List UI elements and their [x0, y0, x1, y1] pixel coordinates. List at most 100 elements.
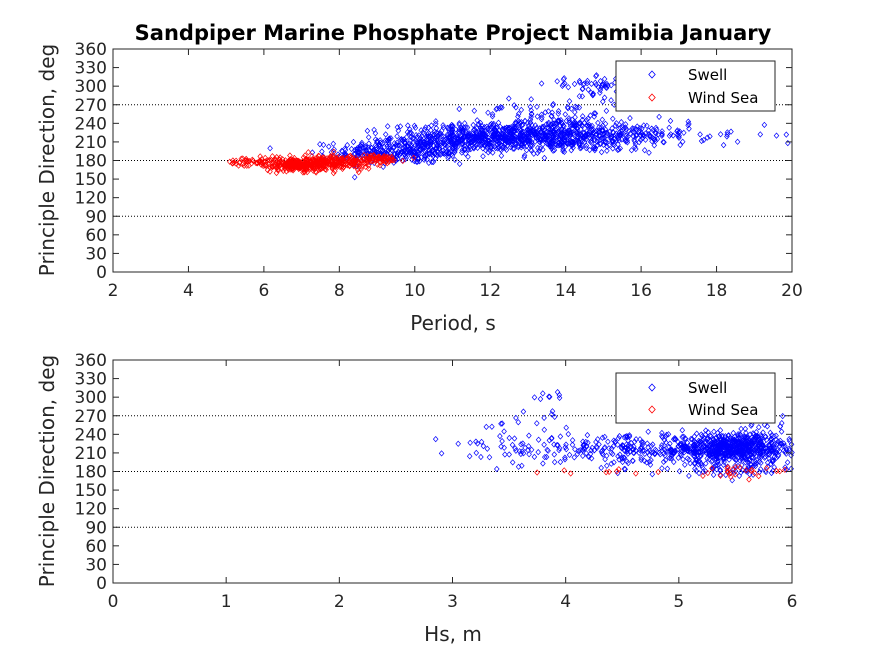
data-point-swell [519, 121, 525, 129]
data-point-swell [317, 141, 323, 148]
data-point-swell [615, 469, 621, 477]
data-point-swell [656, 113, 662, 121]
x-tick-label: 16 [630, 281, 652, 301]
data-point-swell [478, 132, 484, 140]
data-point-swell [747, 456, 753, 464]
data-point-swell [350, 138, 357, 146]
data-point-wind-sea [358, 157, 365, 165]
data-point-swell [585, 86, 592, 93]
data-point-wind-sea [347, 152, 354, 159]
data-point-swell [704, 134, 711, 141]
data-point-swell [700, 468, 706, 476]
data-point-swell [396, 141, 402, 149]
x-tick-label: 2 [108, 281, 119, 301]
data-point-swell [676, 132, 682, 139]
data-point-swell [553, 125, 560, 132]
data-point-swell [633, 145, 639, 153]
data-point-swell [598, 148, 605, 156]
data-point-swell [429, 147, 435, 154]
data-point-wind-sea [287, 152, 293, 159]
data-point-swell [559, 82, 566, 90]
data-point-wind-sea [737, 464, 743, 471]
data-point-swell [438, 450, 445, 457]
data-point-wind-sea [316, 166, 322, 174]
data-point-swell [522, 139, 529, 147]
data-point-swell [512, 141, 519, 148]
data-point-swell [602, 120, 609, 127]
data-point-swell [782, 448, 789, 455]
data-point-swell [408, 134, 414, 141]
data-point-wind-sea [230, 157, 236, 164]
data-point-swell [455, 440, 461, 447]
data-point-swell [526, 451, 532, 458]
data-point-swell [587, 112, 594, 119]
data-point-wind-sea [361, 151, 367, 159]
ticks: 2 4 6 8 10 12 14 16 18 20 030609012015018021024027… [75, 40, 803, 301]
data-point-swell [593, 72, 600, 79]
data-point-swell [620, 442, 626, 450]
data-point-swell [596, 441, 602, 448]
data-point-swell [566, 127, 573, 135]
data-point-swell [536, 147, 542, 155]
data-point-wind-sea [313, 157, 320, 164]
data-point-swell [602, 444, 608, 451]
data-point-swell [714, 451, 721, 459]
data-point-swell [572, 103, 578, 110]
data-point-swell [611, 459, 617, 466]
data-point-swell [498, 152, 505, 159]
data-point-swell [517, 130, 524, 137]
data-point-swell [703, 460, 709, 467]
data-point-swell [600, 131, 607, 138]
data-point-swell [463, 124, 469, 131]
data-point-swell [535, 448, 541, 456]
data-point-swell [750, 440, 757, 447]
data-point-swell [459, 141, 465, 148]
data-point-swell [597, 140, 603, 148]
data-point-swell [601, 94, 608, 101]
x-tick-label: 6 [787, 592, 798, 612]
data-point-swell [566, 115, 572, 122]
y-tick-label: 240 [75, 425, 107, 445]
data-point-swell [679, 433, 685, 441]
data-point-swell [524, 119, 531, 127]
data-point-swell [737, 442, 743, 449]
data-point-swell [689, 436, 695, 443]
data-point-wind-sea [262, 162, 268, 169]
data-point-swell [757, 466, 764, 473]
data-point-swell [777, 440, 783, 447]
data-point-swell [591, 110, 598, 117]
data-point-swell [542, 130, 549, 138]
data-point-swell [430, 153, 436, 160]
data-point-swell [437, 130, 444, 137]
data-point-swell [572, 136, 579, 144]
y-tick-label: 360 [75, 351, 107, 371]
data-point-swell [452, 156, 458, 164]
data-point-swell [592, 79, 599, 86]
data-point-swell [555, 442, 561, 449]
legend-marker-swell [648, 70, 656, 79]
data-point-swell [534, 103, 540, 110]
data-point-swell [574, 450, 581, 458]
data-point-swell [587, 123, 594, 130]
data-point-swell [540, 460, 546, 467]
data-point-wind-sea [244, 162, 250, 169]
data-point-swell [531, 127, 537, 134]
data-point-swell [512, 140, 519, 147]
data-point-wind-sea [333, 159, 339, 166]
data-point-swell [710, 450, 716, 458]
y-tick-label: 330 [75, 370, 107, 390]
data-point-swell [489, 423, 495, 430]
data-point-swell [608, 445, 615, 452]
data-point-swell [700, 440, 706, 448]
data-point-swell [484, 140, 491, 147]
data-point-swell [489, 132, 496, 140]
data-point-swell [448, 151, 455, 158]
data-point-swell [411, 122, 418, 129]
data-point-swell [411, 149, 417, 156]
data-point-swell [544, 140, 550, 147]
data-point-wind-sea [297, 164, 304, 172]
data-point-swell [531, 129, 537, 136]
data-point-swell [756, 424, 762, 431]
data-point-wind-sea [755, 472, 762, 480]
data-point-swell [651, 142, 658, 149]
